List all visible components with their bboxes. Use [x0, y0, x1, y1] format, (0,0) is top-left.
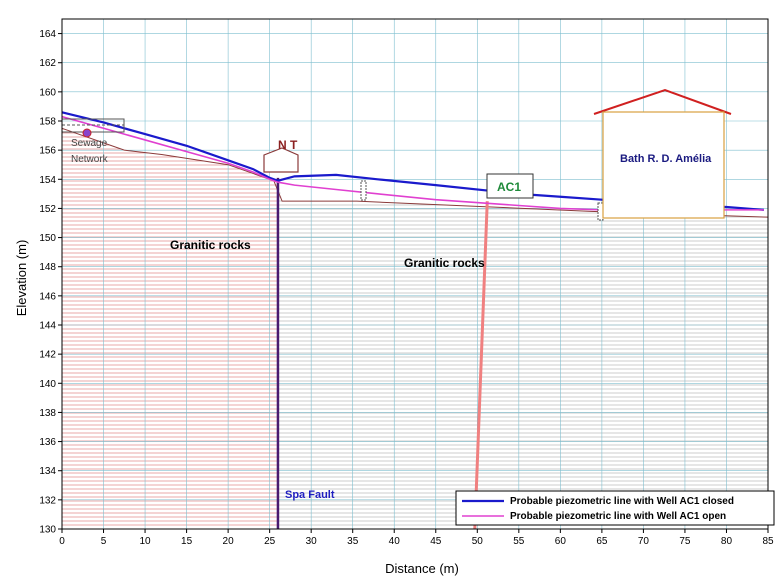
y-tick-label: 160 [39, 87, 56, 98]
nt-structure [263, 147, 299, 173]
y-tick-label: 136 [39, 437, 56, 448]
y-tick-label: 154 [39, 175, 56, 186]
bath-building [602, 111, 725, 219]
ac1-box [486, 173, 534, 199]
bath-label: Bath R. D. Amélia [620, 153, 712, 165]
y-tick-label: 144 [39, 321, 56, 332]
sewage-label-line1: Sewage [71, 138, 108, 149]
nt-label: N T [278, 138, 298, 152]
x-tick-label: 0 [59, 536, 65, 547]
x-tick-label: 45 [430, 536, 442, 547]
legend: Probable piezometric line with Well AC1 … [455, 490, 775, 526]
ac1-label: AC1 [497, 180, 521, 194]
bath-roof-icon [593, 88, 732, 115]
y-tick-label: 146 [39, 291, 56, 302]
y-tick-label: 152 [39, 204, 56, 215]
x-tick-label: 80 [721, 536, 733, 547]
y-tick-label: 164 [39, 29, 56, 40]
x-tick-label: 25 [264, 536, 276, 547]
y-tick-label: 132 [39, 495, 56, 506]
y-tick-label: 138 [39, 408, 56, 419]
y-tick-label: 142 [39, 350, 56, 361]
x-tick-label: 85 [762, 536, 774, 547]
x-tick-label: 5 [101, 536, 107, 547]
legend-label-open: Probable piezometric line with Well AC1 … [510, 511, 726, 522]
x-tick-label: 50 [472, 536, 484, 547]
y-tick-label: 150 [39, 233, 56, 244]
x-tick-label: 30 [306, 536, 318, 547]
y-axis-title: Elevation (m) [14, 240, 29, 317]
x-tick-label: 55 [513, 536, 525, 547]
axis-ticks: 0 5 10 15 20 25 30 35 40 45 50 55 60 65 70 75 80 85 130 132… [39, 29, 774, 547]
sewage-structure [61, 118, 125, 138]
plot-border [61, 18, 769, 530]
granitic-label-right: Granitic rocks [404, 256, 485, 270]
legend-box [455, 490, 775, 526]
x-tick-label: 10 [139, 536, 151, 547]
spa-fault-label: Spa Fault [285, 489, 335, 501]
granitic-label-left: Granitic rocks [170, 238, 251, 252]
sewage-label-line2: Network [71, 154, 109, 165]
well-ac1-line [473, 201, 489, 530]
y-tick-label: 162 [39, 58, 56, 69]
x-tick-label: 70 [638, 536, 650, 547]
legend-label-closed: Probable piezometric line with Well AC1 … [510, 496, 734, 507]
x-tick-label: 60 [555, 536, 567, 547]
y-tick-label: 134 [39, 466, 56, 477]
x-axis-title: Distance (m) [385, 561, 459, 576]
y-tick-label: 158 [39, 117, 56, 128]
x-tick-label: 35 [347, 536, 359, 547]
x-tick-label: 75 [679, 536, 691, 547]
x-tick-label: 40 [389, 536, 401, 547]
granitic-zone-left [62, 128, 278, 530]
small-well-marker [360, 180, 367, 201]
x-tick-label: 20 [223, 536, 235, 547]
y-tick-label: 130 [39, 525, 56, 536]
granitic-zone-right [277, 180, 768, 529]
y-tick-label: 140 [39, 379, 56, 390]
sewage-dot-icon [82, 128, 92, 138]
y-tick-label: 148 [39, 262, 56, 273]
small-well-marker-2 [597, 202, 604, 221]
nt-house-icon [263, 147, 299, 173]
x-tick-label: 65 [596, 536, 608, 547]
x-tick-label: 15 [181, 536, 193, 547]
y-tick-label: 156 [39, 146, 56, 157]
